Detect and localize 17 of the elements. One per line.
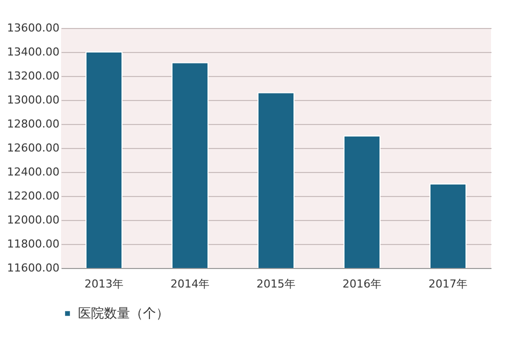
y-tick-label: 11600.00 (7, 262, 60, 274)
x-tick-label: 2016年 (342, 278, 382, 290)
y-tick-label: 12600.00 (7, 142, 60, 154)
y-tick-label: 11800.00 (7, 238, 60, 250)
y-tick-label: 12400.00 (7, 166, 60, 178)
y-tick-label: 13000.00 (7, 94, 60, 106)
x-tick-label: 2013年 (84, 278, 124, 290)
y-tick-label: 13400.00 (7, 46, 60, 58)
x-tick-label: 2017年 (428, 278, 468, 290)
y-tick-label: 13600.00 (7, 22, 60, 34)
legend-label: 医院数量（个） (78, 306, 169, 322)
y-tick-label: 12200.00 (7, 190, 60, 202)
y-tick-label: 12800.00 (7, 118, 60, 130)
x-tick-label: 2015年 (256, 278, 296, 290)
y-tick-label: 13200.00 (7, 70, 60, 82)
y-tick-label: 12000.00 (7, 214, 60, 226)
x-tick-label: 2014年 (170, 278, 210, 290)
